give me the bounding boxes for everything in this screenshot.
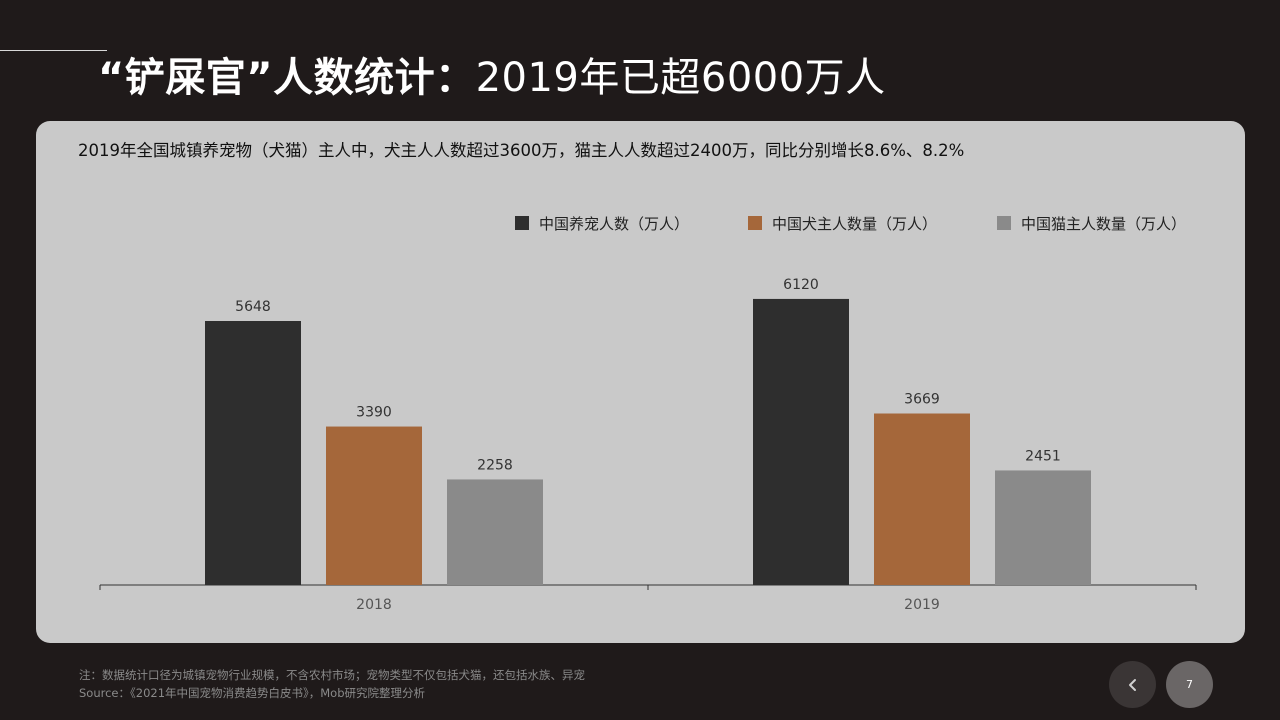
data-label: 3669 (904, 392, 940, 408)
x-tick-label: 2018 (356, 597, 392, 613)
data-label: 5648 (235, 299, 271, 315)
data-label: 2451 (1025, 448, 1061, 464)
source-note: Source：《2021年中国宠物消费趋势白皮书》，Mob研究院整理分析 (79, 686, 426, 700)
legend-swatch (748, 216, 762, 230)
bar (874, 413, 970, 585)
chart-subtitle: 2019年全国城镇养宠物（犬猫）主人中，犬主人人数超过3600万，猫主人人数超过… (78, 141, 965, 160)
title-highlight: “铲屎官”人数统计： (98, 55, 476, 101)
footnote: 注：数据统计口径为城镇宠物行业规模，不含农村市场；宠物类型不仅包括犬猫，还包括水… (79, 668, 585, 682)
x-tick-label: 2019 (904, 597, 940, 613)
prev-page-button[interactable] (1109, 661, 1156, 708)
bar (326, 426, 422, 585)
chevron-left-icon (1128, 678, 1136, 691)
data-label: 3390 (356, 405, 392, 421)
legend-label: 中国犬主人数量（万人） (772, 215, 937, 233)
legend-label: 中国猫主人数量（万人） (1021, 215, 1186, 233)
data-label: 6120 (783, 277, 819, 293)
legend-label: 中国养宠人数（万人） (539, 215, 689, 233)
data-label: 2258 (477, 457, 513, 473)
bar (205, 321, 301, 585)
bar (753, 298, 849, 585)
bar (995, 470, 1091, 585)
page-title: “铲屎官”人数统计：2019年已超6000万人 (98, 46, 886, 110)
page-number-button[interactable]: 7 (1166, 661, 1213, 708)
legend-swatch (515, 216, 529, 230)
title-rest: 2019年已超6000万人 (475, 55, 886, 101)
legend-swatch (997, 216, 1011, 230)
bar (447, 479, 543, 585)
decorative-line (0, 50, 107, 51)
